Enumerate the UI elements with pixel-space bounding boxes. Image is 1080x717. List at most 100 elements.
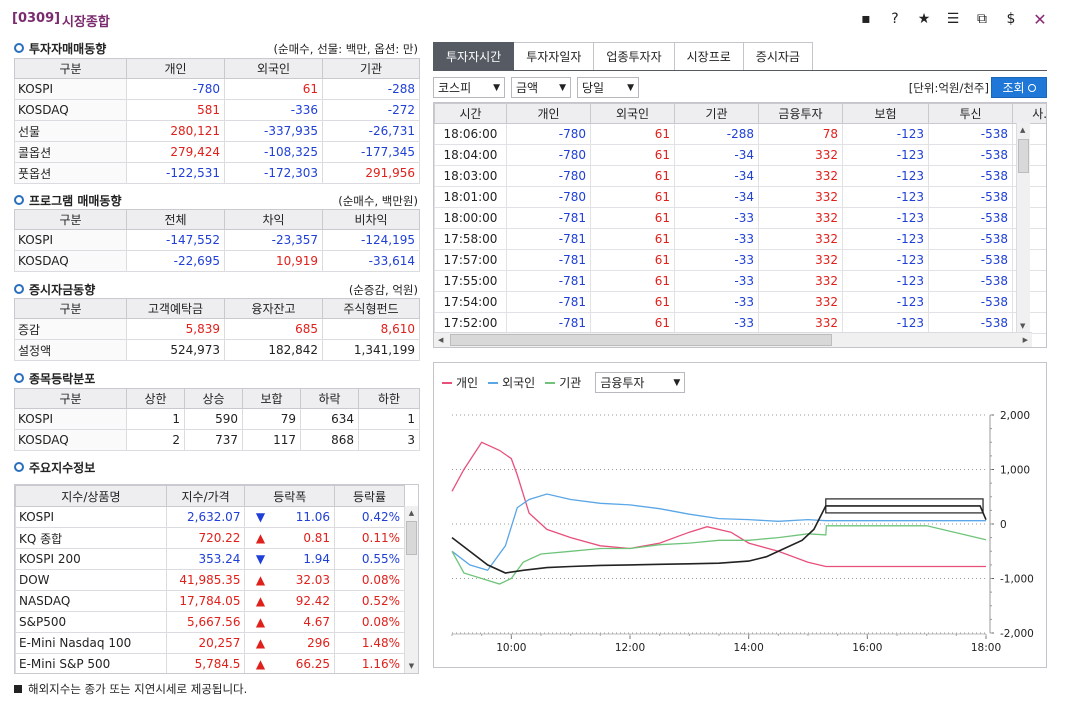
table-row[interactable]: 콜옵션 279,424 -108,325 -177,345 bbox=[14, 141, 420, 163]
index-change: 0.81 bbox=[275, 527, 336, 549]
index-price: 2,632.07 bbox=[165, 506, 246, 528]
cell-value: -23,357 bbox=[224, 229, 323, 251]
column-header: 비차익 bbox=[322, 209, 420, 230]
table-row[interactable]: E-Mini S&P 500 5,784.5 ▲ 66.25 1.16% bbox=[15, 653, 405, 673]
column-header: 고객예탁금 bbox=[126, 298, 225, 319]
tab-4[interactable]: 시장프로 bbox=[674, 42, 744, 71]
time-vscrollbar[interactable]: ▲ ▼ bbox=[1016, 123, 1030, 333]
cell-value: 61 bbox=[590, 165, 675, 187]
column-header: 차익 bbox=[224, 209, 323, 230]
table-row[interactable]: 18:04:00 -780 61 -34 332 -123 -538 bbox=[434, 144, 1046, 166]
cell-value: -123 bbox=[842, 165, 929, 187]
scroll-thumb[interactable] bbox=[450, 334, 832, 346]
query-button[interactable]: 조회 bbox=[991, 77, 1047, 98]
chart-series-select[interactable]: 금융투자 ▼ bbox=[595, 372, 686, 393]
table-row[interactable]: 17:52:00 -781 61 -33 332 -123 -538 bbox=[434, 312, 1046, 334]
x-tick-label: 10:00 bbox=[496, 642, 526, 654]
table-row[interactable]: 풋옵션 -122,531 -172,303 291,956 bbox=[14, 162, 420, 184]
star-icon[interactable]: ★ bbox=[917, 11, 931, 27]
column-header: 주식형펀드 bbox=[322, 298, 420, 319]
cell-value: 332 bbox=[758, 144, 843, 166]
arrow-up-icon: ▲ bbox=[244, 527, 276, 549]
measure-select[interactable]: 금액 ▼ bbox=[511, 77, 571, 98]
close-icon[interactable]: ✕ bbox=[1033, 9, 1047, 29]
table-row[interactable]: 증감 5,839 685 8,610 bbox=[14, 318, 420, 340]
table-row[interactable]: KOSPI -780 61 -288 bbox=[14, 78, 420, 100]
scroll-thumb[interactable] bbox=[1018, 139, 1029, 173]
cell-value: -781 bbox=[506, 291, 591, 313]
layout-icon[interactable]: ☰ bbox=[946, 11, 960, 27]
index-percent: 0.52% bbox=[334, 590, 405, 612]
cell-value: -538 bbox=[928, 165, 1013, 187]
index-name: DOW bbox=[15, 569, 167, 591]
cell-value: 3 bbox=[358, 429, 420, 451]
scroll-up-icon[interactable]: ▲ bbox=[1020, 126, 1026, 134]
indices-scrollbar[interactable]: ▲ ▼ bbox=[404, 506, 418, 673]
scroll-down-icon[interactable]: ▼ bbox=[408, 662, 415, 670]
x-tick-label: 16:00 bbox=[852, 642, 882, 654]
table-row[interactable]: 17:55:00 -781 61 -33 332 -123 -538 bbox=[434, 270, 1046, 292]
table-row[interactable]: E-Mini Nasdaq 100 20,257 ▲ 296 1.48% bbox=[15, 632, 405, 654]
cell-value: -123 bbox=[842, 312, 929, 334]
legend-label: 개인 bbox=[456, 376, 479, 390]
legend-item: 기관 bbox=[545, 374, 581, 391]
index-name: KOSPI bbox=[15, 506, 167, 528]
table-row[interactable]: KQ 종합 720.22 ▲ 0.81 0.11% bbox=[15, 527, 405, 549]
cell-value: 332 bbox=[758, 312, 843, 334]
bullet-icon bbox=[14, 43, 24, 53]
x-tick-label: 14:00 bbox=[734, 642, 764, 654]
scroll-left-icon[interactable]: ◀ bbox=[438, 336, 444, 344]
table-row[interactable]: KOSDAQ 2 737 117 868 3 bbox=[14, 429, 420, 451]
period-select[interactable]: 당일 ▼ bbox=[577, 77, 639, 98]
column-header: 구분 bbox=[14, 298, 127, 319]
table-row[interactable]: KOSPI 2,632.07 ▼ 11.06 0.42% bbox=[15, 506, 405, 528]
table-row[interactable]: 18:00:00 -781 61 -33 332 -123 -538 bbox=[434, 207, 1046, 229]
table-row[interactable]: 17:58:00 -781 61 -33 332 -123 -538 bbox=[434, 228, 1046, 250]
table-row[interactable]: S&P500 5,667.56 ▲ 4.67 0.08% bbox=[15, 611, 405, 633]
table-row[interactable]: KOSDAQ -22,695 10,919 -33,614 bbox=[14, 250, 420, 272]
y-tick-label: 2,000 bbox=[1000, 410, 1030, 422]
table-row[interactable]: KOSDAQ 581 -336 -272 bbox=[14, 99, 420, 121]
index-name: NASDAQ bbox=[15, 590, 167, 612]
scroll-right-icon[interactable]: ▶ bbox=[1022, 336, 1028, 344]
chevron-down-icon: ▼ bbox=[627, 83, 634, 93]
cell-value: -781 bbox=[506, 207, 591, 229]
scroll-down-icon[interactable]: ▼ bbox=[1020, 322, 1026, 330]
cell-value: -123 bbox=[842, 270, 929, 292]
table-row[interactable]: 18:06:00 -780 61 -288 78 -123 -538 bbox=[434, 123, 1046, 145]
column-header: 지수/상품명 bbox=[15, 485, 167, 507]
tab-1[interactable]: 투자자시간 bbox=[433, 42, 515, 71]
row-label: KOSDAQ bbox=[14, 250, 127, 272]
table-row[interactable]: 18:01:00 -780 61 -34 332 -123 -538 bbox=[434, 186, 1046, 208]
table-row[interactable]: NASDAQ 17,784.05 ▲ 92.42 0.52% bbox=[15, 590, 405, 612]
copy-icon[interactable]: ⧉ bbox=[977, 11, 987, 27]
tab-3[interactable]: 업종투자자 bbox=[594, 42, 675, 71]
dollar-icon[interactable]: $ bbox=[1006, 11, 1016, 27]
time-hscrollbar[interactable]: ◀ ▶ bbox=[434, 332, 1032, 347]
index-change: 32.03 bbox=[275, 569, 336, 591]
market-select[interactable]: 코스피 ▼ bbox=[433, 77, 505, 98]
tab-2[interactable]: 투자자일자 bbox=[514, 42, 595, 71]
table-row[interactable]: KOSPI 1 590 79 634 1 bbox=[14, 408, 420, 430]
cell-value: 78 bbox=[758, 123, 843, 145]
tab-5[interactable]: 증시자금 bbox=[743, 42, 813, 71]
help-icon[interactable]: ? bbox=[891, 11, 899, 27]
chat-icon[interactable]: ▪ bbox=[861, 11, 871, 27]
cell-value: -538 bbox=[928, 249, 1013, 271]
table-row[interactable]: KOSPI -147,552 -23,357 -124,195 bbox=[14, 229, 420, 251]
table-row[interactable]: 설정액 524,973 182,842 1,341,199 bbox=[14, 339, 420, 361]
cell-value: -33 bbox=[674, 291, 759, 313]
index-name: S&P500 bbox=[15, 611, 167, 633]
table-row[interactable]: 17:57:00 -781 61 -33 332 -123 -538 bbox=[434, 249, 1046, 271]
table-row[interactable]: 17:54:00 -781 61 -33 332 -123 -538 bbox=[434, 291, 1046, 313]
table-row[interactable]: KOSPI 200 353.24 ▼ 1.94 0.55% bbox=[15, 548, 405, 570]
scroll-up-icon[interactable]: ▲ bbox=[408, 509, 415, 517]
column-header: 하락 bbox=[300, 388, 359, 409]
table-row[interactable]: 선물 280,121 -337,935 -26,731 bbox=[14, 120, 420, 142]
scroll-thumb[interactable] bbox=[406, 521, 417, 555]
row-label: KOSPI bbox=[14, 408, 127, 430]
cell-value: -288 bbox=[674, 123, 759, 145]
table-row[interactable]: DOW 41,985.35 ▲ 32.03 0.08% bbox=[15, 569, 405, 591]
table-row[interactable]: 18:03:00 -780 61 -34 332 -123 -538 bbox=[434, 165, 1046, 187]
cell-value: 524,973 bbox=[126, 339, 225, 361]
